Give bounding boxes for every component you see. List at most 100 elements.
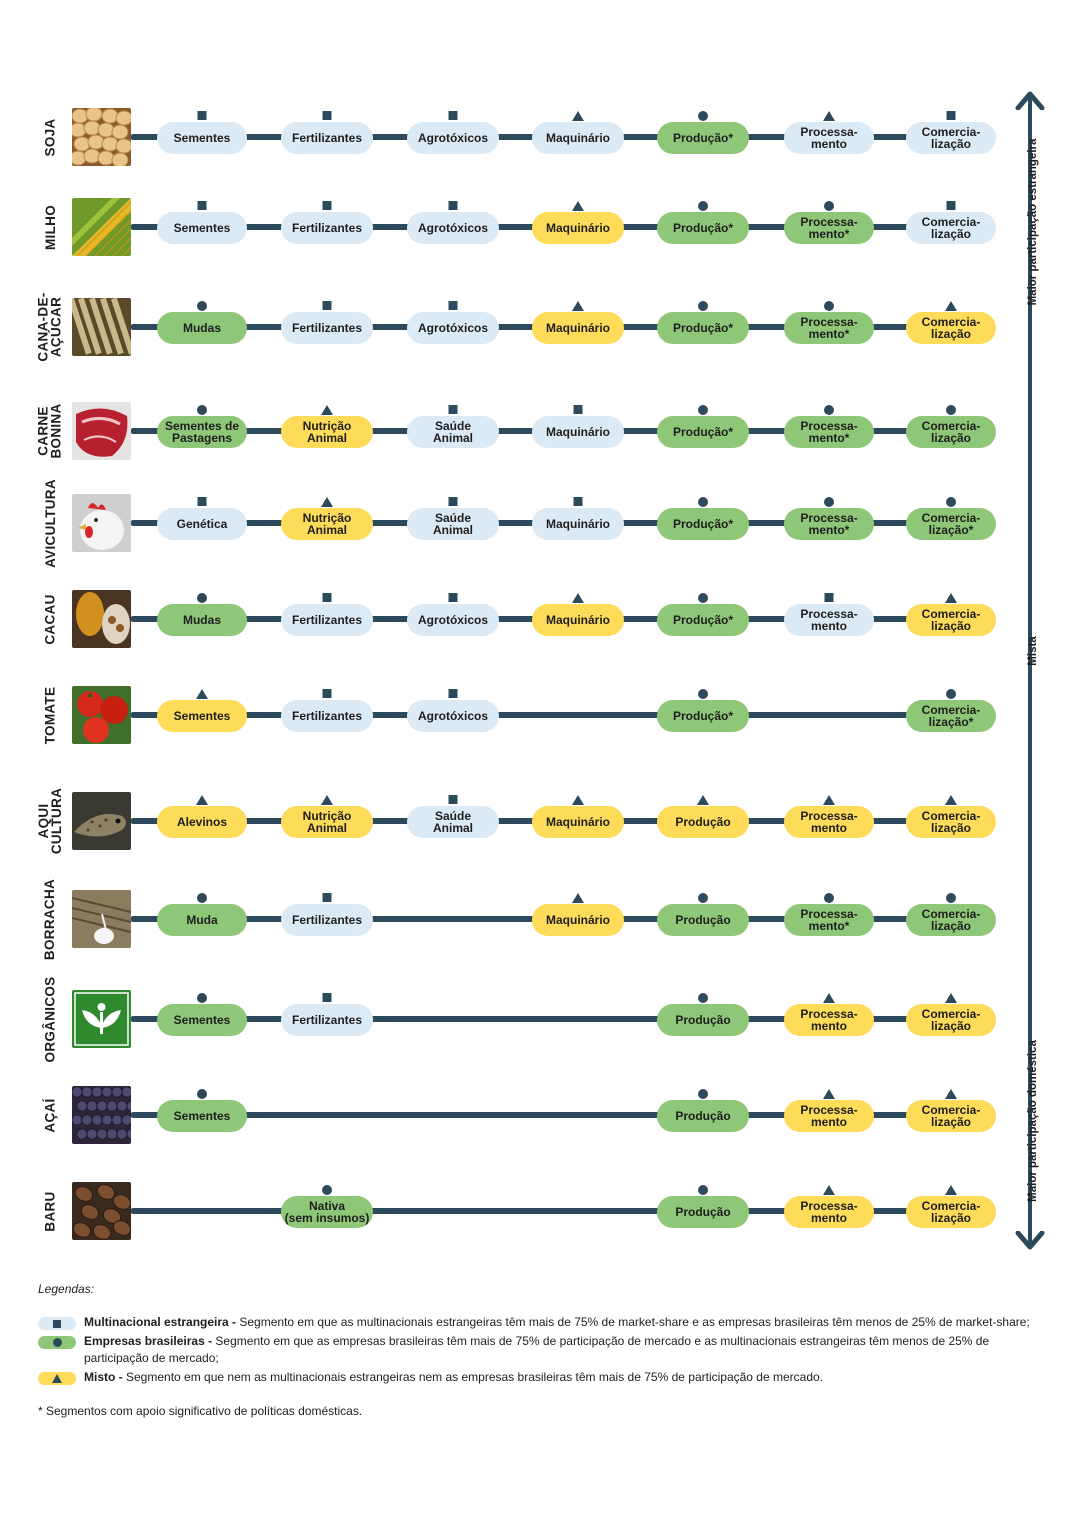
triangle-icon (823, 993, 835, 1003)
fish-photo (72, 792, 131, 850)
value-chain-row: BARU Nativa (sem insumos) Produção Processa… (0, 1176, 1010, 1246)
segment-node: Produção (657, 993, 749, 1036)
baru-photo (72, 1182, 131, 1240)
segment-label: Produção* (672, 613, 733, 627)
segment-label: Fertilizantes (291, 913, 363, 927)
segment-label: Processa- mento (800, 607, 858, 633)
segment-label: Comercia- lização (921, 1199, 981, 1225)
footnote: * Segmentos com apoio significativo de p… (38, 1404, 363, 1418)
segment-node: Produção* (657, 201, 749, 244)
row-label: AVICULTURA (30, 479, 70, 568)
row-label: MILHO (30, 192, 70, 262)
legend-item-name: Multinacional estrangeira - (84, 1315, 240, 1329)
segment-label: Maquinário (545, 815, 610, 829)
tomato-photo (72, 686, 131, 744)
segment-label: Maquinário (545, 321, 610, 335)
segment-node: Comercia- lização (906, 111, 996, 154)
axis-middle-label: Mista (1027, 636, 1039, 666)
segment-node: Fertilizantes (281, 893, 373, 936)
segment-node: Fertilizantes (281, 301, 373, 344)
segment-label: Processa- mento* (800, 215, 858, 241)
triangle-icon (945, 1089, 957, 1099)
segment-label: Saúde Animal (432, 419, 473, 445)
segment-node: Processa- mento (784, 1185, 874, 1228)
segment-label: Nutrição Animal (302, 511, 352, 537)
circle-icon (197, 301, 207, 311)
segment-label: Sementes (173, 709, 231, 723)
segment-node: Agrotóxicos (407, 301, 499, 344)
segment-label: Alevinos (176, 815, 227, 829)
row-label: CACAU (30, 584, 70, 654)
acai-photo (72, 1086, 131, 1144)
segment-label: Comercia- lização (921, 215, 981, 241)
circle-icon (698, 893, 708, 903)
chain-line (131, 1016, 986, 1022)
segment-label: Fertilizantes (291, 321, 363, 335)
segment-label: Maquinário (545, 131, 610, 145)
segment-node: Processa- mento (784, 795, 874, 838)
circle-icon (197, 405, 207, 415)
segment-node: Agrotóxicos (407, 689, 499, 732)
triangle-icon (945, 1185, 957, 1195)
segment-node: Processa- mento (784, 1089, 874, 1132)
segment-label: Fertilizantes (291, 131, 363, 145)
row-label-text: AÇAÍ (42, 1097, 58, 1133)
segment-node: Maquinário (532, 301, 624, 344)
segment-label: Sementes (173, 221, 231, 235)
segment-node: Nutrição Animal (281, 497, 373, 540)
legend-swatch (38, 1317, 76, 1330)
square-icon (322, 201, 332, 210)
segment-label: Agrotóxicos (417, 221, 488, 235)
square-icon (322, 993, 332, 1002)
segment-label: Agrotóxicos (417, 131, 488, 145)
segment-node: Maquinário (532, 593, 624, 636)
segment-label: Produção (675, 815, 731, 829)
circle-icon (824, 497, 834, 507)
segment-label: Comercia- lização (921, 1103, 981, 1129)
value-chain-row: CANA-DE- AÇÚCAR Mudas Fertilizantes Agrotóx… (0, 292, 1010, 362)
segment-node: Muda (157, 893, 247, 936)
segment-node: Comercia- lização (906, 1089, 996, 1132)
circle-icon (197, 893, 207, 903)
segment-label: Produção* (672, 425, 733, 439)
segment-label: Nativa (sem insumos) (284, 1199, 370, 1225)
segment-label: Sementes (173, 131, 231, 145)
segment-node: Fertilizantes (281, 111, 373, 154)
corn-photo (72, 198, 131, 256)
segment-label: Produção (675, 1109, 731, 1123)
cacao-photo (72, 590, 131, 648)
segment-label: Produção (675, 1013, 731, 1027)
segment-node: Processa- mento (784, 111, 874, 154)
triangle-icon (196, 689, 208, 699)
row-label: ORGÂNICOS (30, 976, 70, 1062)
segment-node: Produção* (657, 689, 749, 732)
segment-node: Produção* (657, 111, 749, 154)
segment-node: Nutrição Animal (281, 795, 373, 838)
segment-label: Processa- mento (800, 1103, 858, 1129)
legend: Legendas: Multinacional estrangeira - Se… (38, 1282, 1053, 1418)
circle-icon (946, 497, 956, 507)
segment-label: Produção* (672, 517, 733, 531)
segment-node: Comercia- lização (906, 893, 996, 936)
segment-label: Processa- mento* (800, 419, 858, 445)
square-icon (197, 201, 207, 210)
square-icon (573, 405, 583, 414)
segment-node: Maquinário (532, 111, 624, 154)
axis-top-label: Maior participação estrangeira (1027, 138, 1039, 306)
square-icon (448, 593, 458, 602)
circle-icon (824, 201, 834, 211)
circle-icon (946, 405, 956, 415)
row-label: SOJA (30, 102, 70, 172)
square-icon (322, 593, 332, 602)
circle-icon (824, 301, 834, 311)
segment-node: Genética (157, 497, 247, 540)
segment-node: Sementes (157, 689, 247, 732)
segment-node: Agrotóxicos (407, 201, 499, 244)
axis-bottom-label: Maior participação doméstica (1027, 1040, 1039, 1202)
segment-label: Maquinário (545, 517, 610, 531)
circle-icon (197, 593, 207, 603)
segment-node: Agrotóxicos (407, 111, 499, 154)
square-icon (322, 689, 332, 698)
segment-label: Processa- mento (800, 125, 858, 151)
segment-node: Nutrição Animal (281, 405, 373, 448)
